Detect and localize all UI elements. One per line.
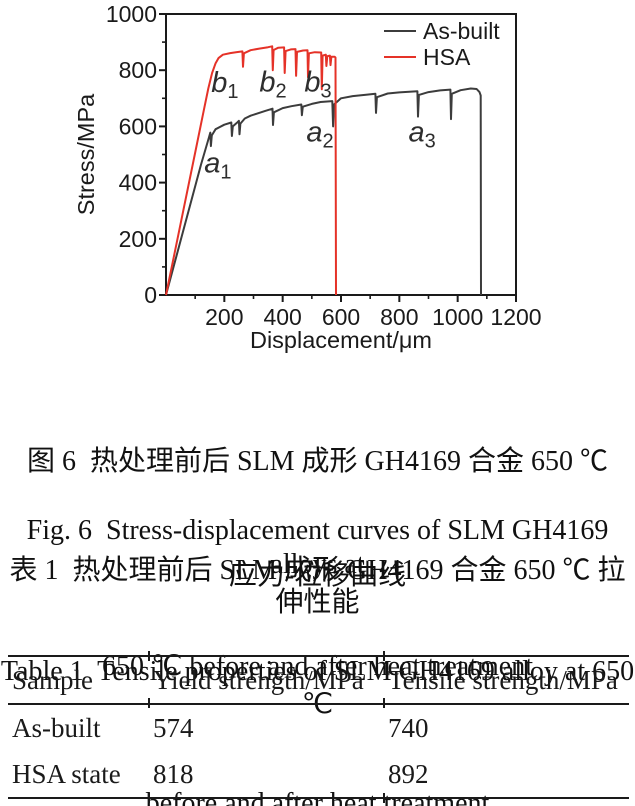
col-header-yield-strength: Yield strength/MPa [153, 664, 364, 695]
y-tick-label: 800 [119, 57, 157, 83]
tensile-properties-table: Sample Yield strength/MPa Tensile streng… [8, 651, 629, 803]
y-tick-label: 600 [119, 113, 157, 139]
table-column-divider-tick [383, 651, 385, 661]
series-as-built [165, 87, 482, 296]
table-header-row: Sample Yield strength/MPa Tensile streng… [8, 657, 629, 705]
x-tick-label: 600 [322, 304, 360, 330]
col-header-tensile-strength: Tensile strength/MPa [388, 664, 618, 695]
cell-yield: 818 [153, 758, 194, 789]
col-header-sample: Sample [12, 664, 93, 695]
figure-caption-en-line1: Fig. 6 Stress-displacement curves of SLM… [26, 515, 616, 580]
table-caption-zh: 表 1 热处理前后 SLM 成形 GH4169 合金 650 ℃ 拉伸性能 [9, 555, 626, 618]
table-column-divider-tick [383, 698, 385, 708]
table-column-divider-tick [148, 698, 150, 708]
y-axis-label: Stress/MPa [73, 93, 99, 215]
table-column-divider-tick [383, 793, 385, 803]
cell-sample: As-built [12, 712, 101, 743]
x-tick-label: 1000 [432, 304, 483, 330]
figure-caption-zh-line1: 图 6 热处理前后 SLM 成形 GH4169 合金 650 ℃ [26, 446, 608, 477]
stress-displacement-chart: 200 400 600 800 1000 120002004006008001000Dis… [73, 1, 542, 353]
y-tick-label: 0 [144, 282, 157, 308]
table-row: As-built 574 740 [8, 705, 629, 751]
figure-caption-zh-line2: 应力-位移曲线 [228, 560, 407, 591]
annotation-b3: b3 [304, 66, 331, 102]
table-column-divider-tick [148, 651, 150, 661]
cell-tensile: 892 [388, 758, 429, 789]
x-tick-label: 1200 [490, 304, 541, 330]
annotation-b2: b2 [259, 66, 286, 102]
y-tick-label: 200 [119, 226, 157, 252]
annotation-a2: a2 [306, 117, 333, 153]
legend-label: HSA [423, 44, 471, 70]
series-hsa [165, 45, 337, 296]
annotation-a3: a3 [408, 117, 435, 153]
table-row: HSA state 818 892 [8, 751, 629, 797]
cell-yield: 574 [153, 712, 194, 743]
table-caption-en-line1: Table 1 Tensile properties of SLM GH4169… [0, 656, 635, 720]
y-tick-label: 1000 [106, 1, 157, 27]
x-axis-label: Displacement/μm [250, 327, 432, 353]
x-tick-label: 200 [205, 304, 243, 330]
legend-label: As-built [423, 18, 500, 44]
y-tick-label: 400 [119, 170, 157, 196]
cell-tensile: 740 [388, 712, 429, 743]
x-tick-label: 800 [380, 304, 418, 330]
x-tick-label: 400 [263, 304, 301, 330]
cell-sample: HSA state [12, 758, 121, 789]
annotation-b1: b1 [211, 67, 238, 103]
table-caption-en: Table 1 Tensile properties of SLM GH4169… [0, 589, 635, 806]
table-column-divider-tick [148, 793, 150, 803]
figure-caption-zh: 图 6 热处理前后 SLM 成形 GH4169 合金 650 ℃ 应力-位移曲线 [0, 367, 635, 671]
annotation-a1: a1 [204, 147, 231, 183]
